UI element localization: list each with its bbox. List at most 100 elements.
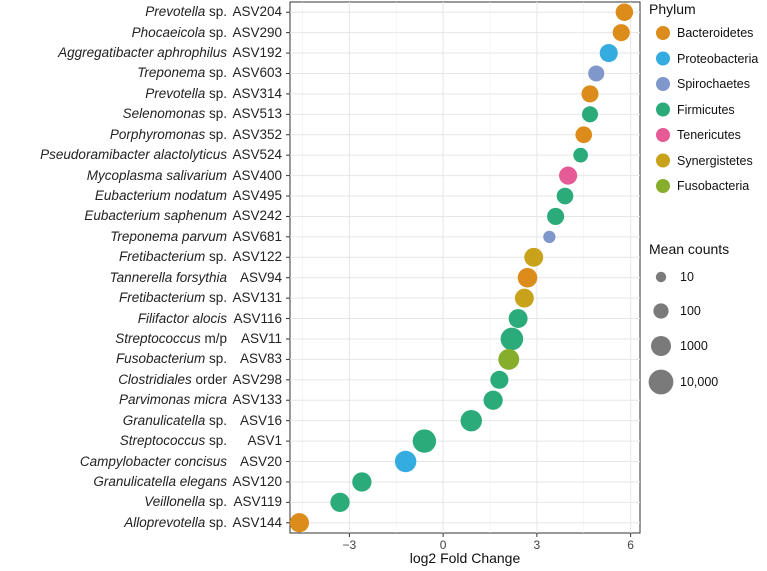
taxon-name: Treponema sp. — [137, 64, 227, 82]
asv-id: ASV11 — [240, 330, 282, 346]
taxon-name: Selenomonas sp. — [123, 105, 227, 123]
data-point-asv681 — [543, 230, 556, 244]
taxon-suffix: sp. — [205, 4, 227, 20]
legend-size-label: 10,000 — [680, 375, 719, 389]
y-tick-label: Fretibacterium sp. ASV122 — [0, 248, 282, 266]
taxon-genus: Granulicatella elegans — [93, 473, 227, 489]
taxon-suffix: sp. — [205, 249, 227, 265]
asv-id: ASV290 — [232, 24, 282, 40]
taxon-genus: Eubacterium saphenum — [84, 208, 227, 224]
asv-id: ASV192 — [232, 45, 282, 61]
taxon-name: Parvimonas micra — [119, 391, 227, 409]
data-point-asv1 — [412, 429, 437, 453]
taxon-genus: Treponema parvum — [110, 228, 227, 244]
taxon-genus: Mycoplasma salivarium — [86, 167, 227, 183]
y-tick-label: Treponema sp. ASV603 — [0, 64, 282, 82]
taxon-genus: Porphyromonas — [109, 126, 206, 142]
y-tick-label: Streptococcus m/p ASV11 — [0, 330, 282, 348]
taxon-name: Pseudoramibacter alactolyticus — [40, 146, 227, 164]
taxon-name: Tannerella forsythia — [110, 269, 227, 287]
plot-panel — [289, 1, 641, 534]
data-point-asv144 — [289, 513, 310, 533]
y-tick-label: Prevotella sp. ASV204 — [0, 3, 282, 21]
y-tick-label: Porphyromonas sp. ASV352 — [0, 126, 282, 144]
taxon-genus: Streptococcus — [115, 330, 201, 346]
y-tick-label: Treponema parvum ASV681 — [0, 228, 282, 246]
taxon-name: Alloprevotella sp. — [124, 514, 227, 532]
y-tick-label: Alloprevotella sp. ASV144 — [0, 514, 282, 532]
legend-size-key — [655, 271, 667, 283]
taxon-name: Streptococcus sp. — [120, 432, 227, 450]
legend-swatch-synergistetes — [656, 153, 670, 168]
data-point-asv204 — [615, 3, 634, 21]
asv-id: ASV314 — [232, 85, 282, 101]
taxon-genus: Fretibacterium — [118, 249, 206, 265]
y-tick-label: Eubacterium saphenum ASV242 — [0, 207, 282, 225]
data-point-asv192 — [599, 44, 618, 63]
taxon-name: Fretibacterium sp. — [119, 289, 227, 307]
taxon-genus: Fretibacterium — [118, 290, 206, 306]
taxon-name: Treponema parvum — [110, 228, 227, 246]
y-tick-label: Prevotella sp. ASV314 — [0, 85, 282, 103]
x-tick-label: 6 — [627, 538, 634, 552]
legend-size-label: 1000 — [680, 339, 708, 353]
legend-label-bacteroidetes: Bacteroidetes — [677, 26, 754, 40]
asv-id: ASV133 — [232, 392, 282, 408]
asv-id: ASV400 — [232, 167, 282, 183]
asv-id: ASV204 — [232, 4, 282, 20]
asv-id: ASV242 — [232, 208, 282, 224]
taxon-genus: Phocaeicola — [131, 24, 206, 40]
legend-size-label: 10 — [680, 270, 694, 284]
x-axis: −3 0 3 6 — [286, 11, 634, 552]
y-tick-label: Phocaeicola sp. ASV290 — [0, 24, 282, 42]
data-point-asv116 — [508, 309, 528, 329]
legend-color-title: Phylum — [649, 1, 696, 17]
x-tick-label: −3 — [343, 538, 357, 552]
data-point-asv133 — [483, 390, 503, 410]
data-points — [289, 3, 634, 533]
y-tick-label: Fusobacterium sp. ASV83 — [0, 350, 282, 368]
y-tick-label: Pseudoramibacter alactolyticus ASV524 — [0, 146, 282, 164]
data-point-asv94 — [517, 267, 538, 288]
legend-label-tenericutes: Tenericutes — [677, 128, 741, 142]
y-tick-label: Aggregatibacter aphrophilus ASV192 — [0, 44, 282, 62]
taxon-genus: Tannerella forsythia — [109, 269, 227, 285]
legend-keys — [648, 26, 674, 395]
y-tick-label: Campylobacter concisus ASV20 — [0, 453, 282, 471]
taxon-genus: Prevotella — [145, 85, 206, 101]
data-point-asv20 — [394, 450, 417, 473]
asv-id: ASV603 — [232, 65, 282, 81]
taxon-name: Prevotella sp. — [145, 85, 227, 103]
asv-id: ASV20 — [239, 453, 282, 469]
asv-id: ASV83 — [239, 351, 282, 367]
taxon-suffix: sp. — [205, 24, 227, 40]
data-point-asv131 — [514, 288, 534, 308]
taxon-name: Clostridiales order — [118, 371, 227, 389]
y-tick-label: Filifactor alocis ASV116 — [0, 310, 282, 328]
legend-swatch-fusobacteria — [656, 179, 670, 193]
taxon-genus: Pseudoramibacter alactolyticus — [40, 147, 227, 163]
asv-id: ASV681 — [232, 228, 282, 244]
taxon-name: Phocaeicola sp. — [132, 24, 227, 42]
taxon-genus: Prevotella — [145, 4, 206, 20]
taxon-genus: Parvimonas micra — [118, 392, 227, 408]
y-tick-label: Eubacterium nodatum ASV495 — [0, 187, 282, 205]
asv-id: ASV116 — [233, 310, 282, 326]
taxon-genus: Granulicatella — [122, 412, 206, 428]
y-tick-label: Tannerella forsythia ASV94 — [0, 269, 282, 287]
data-point-asv314 — [581, 85, 599, 103]
taxon-suffix: order — [191, 371, 227, 387]
taxon-name: Eubacterium nodatum — [95, 187, 227, 205]
taxon-name: Granulicatella elegans — [93, 473, 227, 491]
data-point-asv352 — [575, 126, 593, 144]
taxon-name: Prevotella sp. — [145, 3, 227, 21]
x-tick-label: 0 — [440, 538, 447, 552]
legend-size-title: Mean counts — [649, 241, 730, 257]
asv-id: ASV298 — [232, 371, 282, 387]
taxon-genus: Eubacterium nodatum — [94, 188, 227, 204]
y-tick-label: Parvimonas micra ASV133 — [0, 391, 282, 409]
taxon-genus: Veillonella — [144, 494, 206, 510]
data-point-asv83 — [498, 348, 520, 370]
